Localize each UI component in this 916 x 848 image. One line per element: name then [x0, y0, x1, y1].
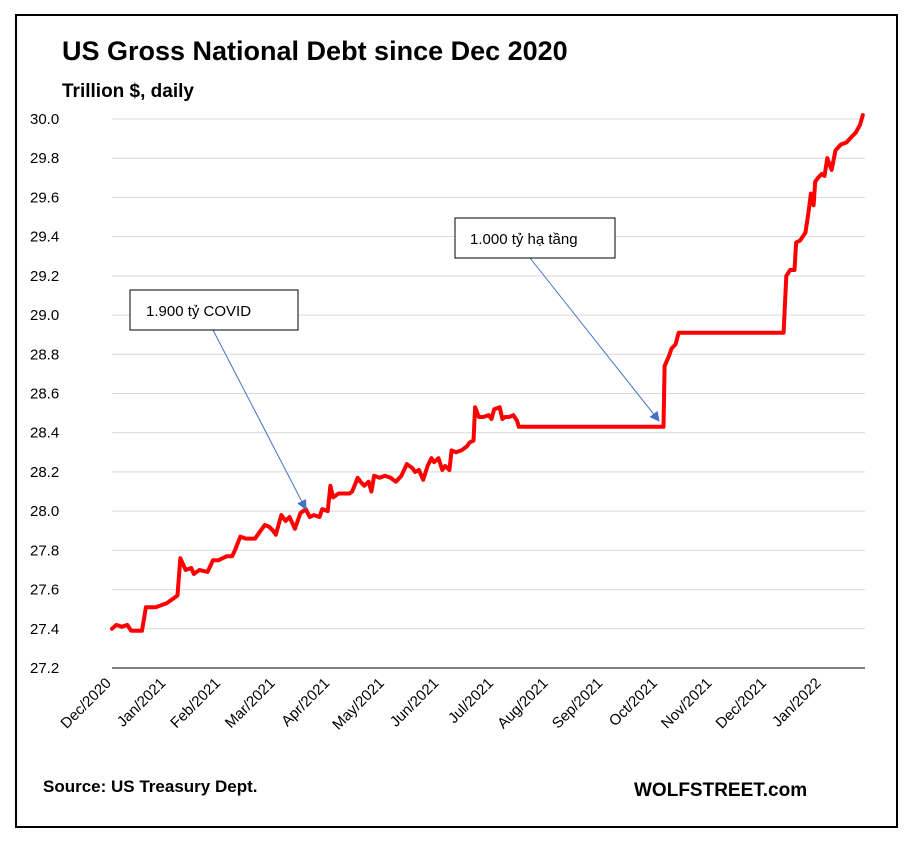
chart-subtitle: Trillion $, daily [62, 81, 194, 102]
y-tick-label: 28.6 [30, 386, 59, 403]
brand-watermark: WOLFSTREET.com [634, 780, 807, 801]
y-tick-label: 27.2 [30, 660, 59, 677]
annotation-label: 1.900 tỷ COVID [146, 303, 251, 320]
x-tick-label: Jul/2021 [445, 675, 497, 727]
x-tick-label: Jun/2021 [387, 675, 443, 731]
y-tick-label: 27.4 [30, 621, 59, 638]
x-tick-label: Apr/2021 [278, 675, 333, 730]
source-note: Source: US Treasury Dept. [43, 777, 257, 796]
y-tick-label: 27.6 [30, 582, 59, 599]
y-tick-label: 29.6 [30, 189, 59, 206]
y-axis-ticks: 27.2 27.4 27.6 27.8 28.0 28.2 28.4 28.6 28.8 29.0… [30, 111, 59, 677]
x-tick-label: Nov/2021 [658, 675, 715, 732]
gridlines [112, 118, 865, 630]
x-tick-label: Aug/2021 [494, 675, 551, 732]
y-tick-label: 27.8 [30, 542, 59, 559]
x-tick-label: Sep/2021 [549, 675, 606, 732]
annotation-label: 1.000 tỷ hạ tầng [470, 231, 578, 248]
y-tick-label: 28.0 [30, 503, 59, 520]
annotation-box [129, 289, 299, 331]
y-tick-label: 28.8 [30, 346, 59, 363]
annotation-arrow [529, 257, 660, 422]
x-tick-label: Jan/2021 [114, 675, 170, 731]
y-tick-label: 28.4 [30, 425, 59, 442]
annotations: 1.900 tỷ COVID 1.000 tỷ hạ tầng [129, 217, 660, 511]
x-tick-label: Dec/2021 [713, 675, 770, 732]
x-tick-label: Jan/2022 [769, 675, 825, 731]
y-tick-label: 30.0 [30, 111, 59, 128]
y-tick-label: 29.2 [30, 268, 59, 285]
y-tick-label: 28.2 [30, 464, 59, 481]
chart-frame [15, 14, 898, 828]
chart-title: US Gross National Debt since Dec 2020 [62, 36, 568, 66]
y-tick-label: 29.0 [30, 307, 59, 324]
x-tick-label: Oct/2021 [606, 675, 661, 730]
x-tick-label: Feb/2021 [167, 675, 224, 732]
series-layer [110, 113, 865, 633]
y-tick-label: 29.8 [30, 150, 59, 167]
y-tick-label: 29.4 [30, 229, 59, 246]
annotation-arrow [212, 329, 307, 511]
x-tick-label: Dec/2020 [57, 675, 114, 732]
x-tick-label: Mar/2021 [222, 675, 279, 732]
x-tick-label: May/2021 [329, 675, 388, 734]
annotation-box [454, 217, 616, 259]
debt-line [110, 113, 865, 633]
